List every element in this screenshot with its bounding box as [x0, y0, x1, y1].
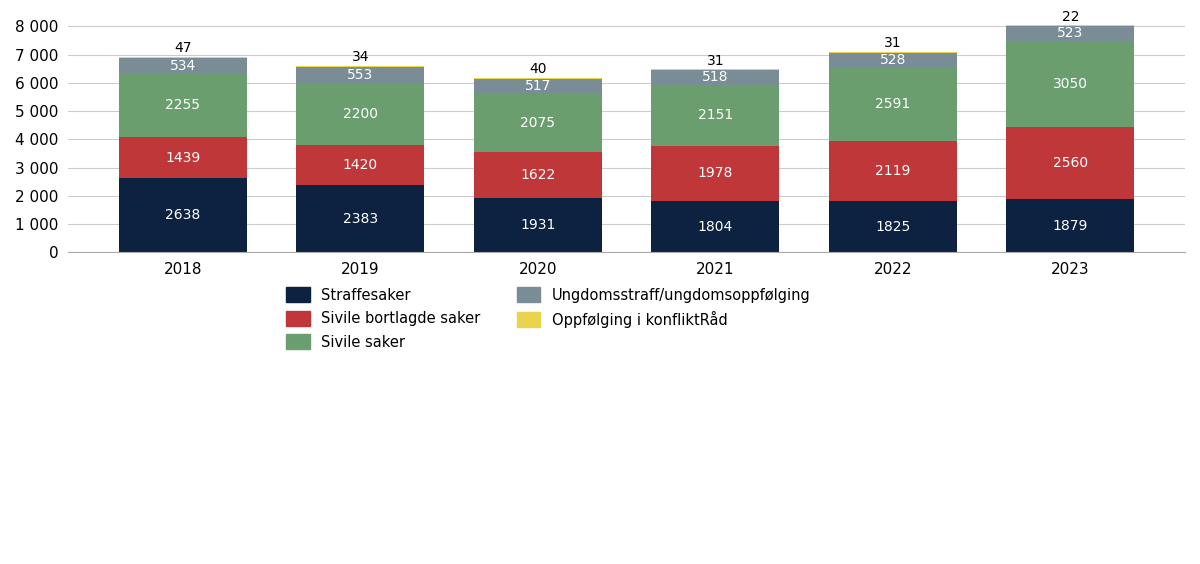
- Legend: Straffesaker, Sivile bortlagde saker, Sivile saker, Ungdomsstraff/ungdomsoppfølg: Straffesaker, Sivile bortlagde saker, Si…: [287, 287, 811, 350]
- Text: 3050: 3050: [1052, 77, 1088, 91]
- Bar: [474, 79, 601, 94]
- Bar: [1007, 41, 1134, 127]
- Text: 528: 528: [880, 53, 906, 67]
- Text: 1825: 1825: [875, 219, 911, 233]
- Bar: [474, 198, 601, 253]
- Text: 1439: 1439: [166, 151, 200, 165]
- Text: 534: 534: [169, 59, 196, 73]
- Bar: [474, 94, 601, 152]
- Bar: [296, 185, 425, 253]
- Bar: [1007, 127, 1134, 199]
- Text: 31: 31: [707, 54, 724, 68]
- Text: 2119: 2119: [875, 164, 911, 178]
- Bar: [829, 52, 956, 53]
- Text: 2383: 2383: [343, 212, 378, 226]
- Text: 1622: 1622: [521, 168, 556, 182]
- Bar: [652, 85, 779, 146]
- Bar: [296, 67, 425, 83]
- Bar: [119, 137, 247, 178]
- Text: 2151: 2151: [697, 108, 733, 122]
- Text: 2591: 2591: [875, 98, 911, 111]
- Bar: [474, 152, 601, 198]
- Bar: [296, 145, 425, 185]
- Bar: [829, 201, 956, 253]
- Bar: [652, 201, 779, 253]
- Text: 2638: 2638: [166, 208, 200, 222]
- Bar: [829, 68, 956, 141]
- Text: 1804: 1804: [697, 220, 733, 234]
- Text: 517: 517: [524, 79, 551, 93]
- Text: 2200: 2200: [343, 107, 378, 121]
- Bar: [119, 73, 247, 137]
- Bar: [119, 178, 247, 253]
- Bar: [652, 69, 779, 70]
- Text: 523: 523: [1057, 27, 1084, 41]
- Bar: [829, 141, 956, 201]
- Bar: [1007, 26, 1134, 41]
- Bar: [1007, 199, 1134, 253]
- Text: 2075: 2075: [521, 116, 556, 130]
- Bar: [119, 57, 247, 58]
- Text: 1420: 1420: [343, 158, 378, 172]
- Bar: [296, 66, 425, 67]
- Text: 31: 31: [884, 36, 901, 50]
- Text: 47: 47: [174, 41, 192, 55]
- Bar: [1007, 25, 1134, 26]
- Text: 2255: 2255: [166, 98, 200, 112]
- Text: 40: 40: [529, 62, 547, 76]
- Text: 34: 34: [352, 50, 370, 64]
- Text: 518: 518: [702, 70, 728, 85]
- Bar: [119, 58, 247, 73]
- Bar: [829, 53, 956, 68]
- Bar: [296, 83, 425, 145]
- Bar: [474, 78, 601, 79]
- Text: 22: 22: [1062, 10, 1079, 24]
- Text: 1931: 1931: [520, 218, 556, 232]
- Text: 1978: 1978: [697, 166, 733, 180]
- Text: 553: 553: [347, 68, 373, 82]
- Text: 1879: 1879: [1052, 219, 1088, 233]
- Bar: [652, 70, 779, 85]
- Bar: [652, 146, 779, 201]
- Text: 2560: 2560: [1052, 156, 1088, 170]
